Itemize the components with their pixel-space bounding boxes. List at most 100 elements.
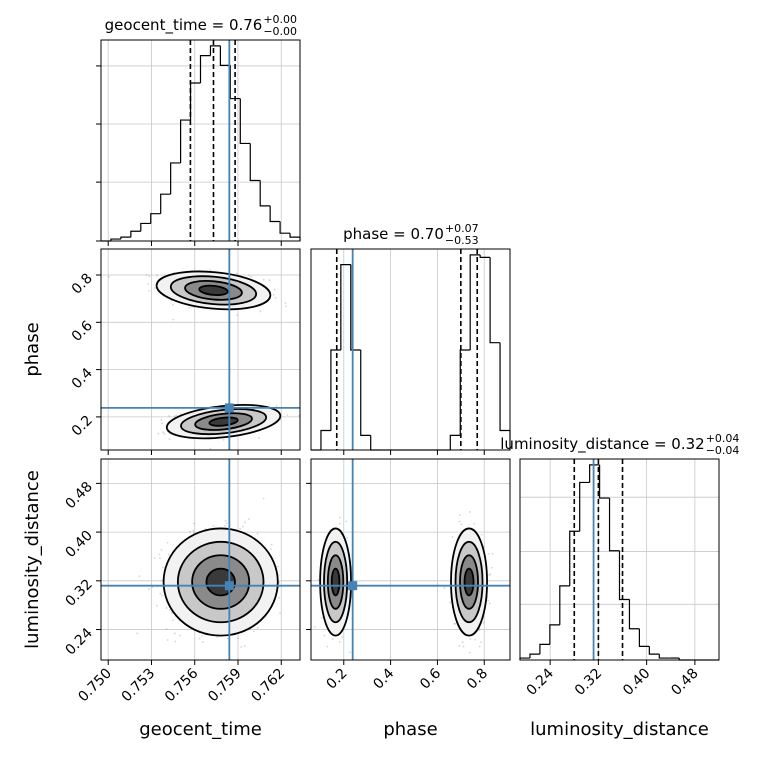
sample-point [262, 497, 265, 500]
hist-luminosity-distance-bin-4 [559, 585, 570, 625]
luminosity-distance-vs-phase-truth-marker [348, 581, 358, 591]
sample-point [274, 296, 277, 299]
phase-vs-geocent-time-ytick-label-3: 0.8 [69, 271, 96, 298]
luminosity-distance-vs-phase-xtick-label-1: 0.4 [370, 665, 397, 692]
sample-point [158, 553, 161, 556]
hist-geocent-time-bin-13 [229, 65, 241, 100]
sample-point [349, 651, 352, 654]
sample-point [198, 637, 201, 640]
sample-point [173, 632, 176, 635]
luminosity-distance-vs-geocent-time-ytick-label-0: 0.24 [62, 625, 95, 658]
sample-point [216, 636, 219, 639]
sample-point [277, 565, 279, 568]
hist-phase-bin-5 [360, 350, 371, 436]
phase-vs-geocent-time-frame [100, 248, 301, 451]
sample-point [239, 527, 241, 530]
sample-point [175, 414, 178, 417]
sample-point [160, 594, 163, 597]
hist-luminosity-distance-bin-9 [608, 498, 620, 552]
sample-point [240, 646, 243, 648]
hist-luminosity-distance-bin-2 [539, 643, 550, 655]
sample-point [468, 511, 471, 513]
sample-point [469, 638, 472, 641]
hist-luminosity-distance-bin-8 [599, 464, 610, 499]
sample-point [167, 553, 170, 556]
hist-luminosity-distance-bin-1 [529, 653, 540, 659]
x-axis-label-luminosity-distance: luminosity_distance [530, 719, 709, 740]
sample-point [338, 516, 341, 519]
sample-point [338, 522, 341, 525]
sample-point [487, 599, 489, 602]
phase-vs-geocent-time-cluster-1-contour-3 [208, 416, 239, 427]
luminosity-distance-vs-phase-frame [310, 458, 511, 661]
luminosity-distance-vs-geocent-time-xtick-label-2: 0.756 [162, 665, 202, 705]
hist-phase-bin-3 [340, 264, 351, 351]
hist-phase-bin-18 [489, 257, 501, 344]
title-phase-plus: +0.07 [445, 222, 479, 235]
sample-point [235, 272, 238, 275]
hist-luminosity-distance-bin-14 [658, 654, 670, 659]
hist-luminosity-distance-bin-10 [618, 550, 630, 601]
y-axis-label-phase: phase [22, 322, 43, 376]
luminosity-distance-vs-geocent-time-xtick-label-3: 0.759 [205, 666, 245, 706]
sample-point [138, 575, 141, 578]
hist-geocent-time-bin-11 [209, 45, 221, 56]
hist-geocent-time-bin-17 [269, 205, 281, 223]
sample-point [168, 609, 171, 612]
luminosity-distance-vs-phase-cluster-0-contour-3 [330, 567, 341, 597]
sample-point [449, 601, 451, 604]
panel-hist-geocent-time [96, 39, 301, 246]
luminosity-distance-vs-geocent-time-xtick-label-4: 0.762 [248, 666, 288, 706]
sample-point [286, 413, 289, 416]
x-axis-label-phase: phase [383, 719, 437, 740]
luminosity-distance-vs-phase-xtick-label-2: 0.6 [417, 665, 444, 692]
hist-geocent-time-bin-8 [180, 119, 191, 163]
sample-point [345, 520, 348, 523]
sample-point [275, 405, 278, 407]
sample-point [161, 422, 163, 425]
sample-point [462, 645, 465, 648]
title-luminosity-distance-minus: −0.04 [706, 444, 740, 457]
sample-point [317, 578, 320, 581]
sample-point [323, 634, 326, 637]
hist-luminosity-distance-frame [519, 458, 720, 661]
sample-point [250, 275, 253, 278]
sample-point [259, 310, 262, 313]
sample-point [145, 274, 148, 276]
hist-geocent-time-bin-15 [249, 143, 261, 182]
sample-point [156, 274, 158, 277]
sample-point [148, 289, 150, 292]
sample-point [453, 623, 456, 625]
sample-point [171, 303, 174, 306]
phase-vs-geocent-time-contents [101, 249, 300, 450]
sample-point [257, 626, 259, 629]
hist-geocent-time-bin-6 [160, 193, 171, 214]
hist-geocent-time-bin-1 [110, 238, 121, 241]
sample-point [488, 552, 490, 555]
sample-point [341, 636, 344, 639]
hist-geocent-time-bin-19 [289, 233, 300, 238]
sample-point [458, 520, 461, 523]
sample-point [161, 566, 164, 569]
hist-luminosity-distance-xtick-label-1: 0.32 [572, 666, 605, 699]
sample-point [248, 274, 250, 277]
sample-point [212, 524, 215, 527]
hist-luminosity-distance-bin-11 [628, 599, 640, 630]
hist-luminosity-distance-xtick-label-0: 0.24 [524, 665, 557, 698]
sample-point [482, 621, 485, 624]
hist-geocent-time-bin-3 [130, 230, 141, 238]
sample-point [279, 418, 282, 421]
sample-point [178, 634, 181, 637]
title-phase-minus: −0.53 [445, 234, 479, 247]
sample-point [163, 432, 166, 435]
title-geocent-time-minus: −0.00 [263, 25, 297, 38]
sample-point [224, 519, 227, 522]
luminosity-distance-vs-phase-cluster-1-contour-3 [463, 567, 475, 597]
luminosity-distance-vs-geocent-time-ytick-label-2: 0.40 [62, 528, 95, 561]
hist-luminosity-distance-xtick-label-3: 0.48 [668, 666, 701, 699]
sample-point [225, 522, 228, 525]
sample-point [458, 514, 461, 517]
sample-point [284, 302, 287, 304]
sample-point [136, 632, 139, 635]
hist-phase-bin-19 [499, 342, 510, 432]
